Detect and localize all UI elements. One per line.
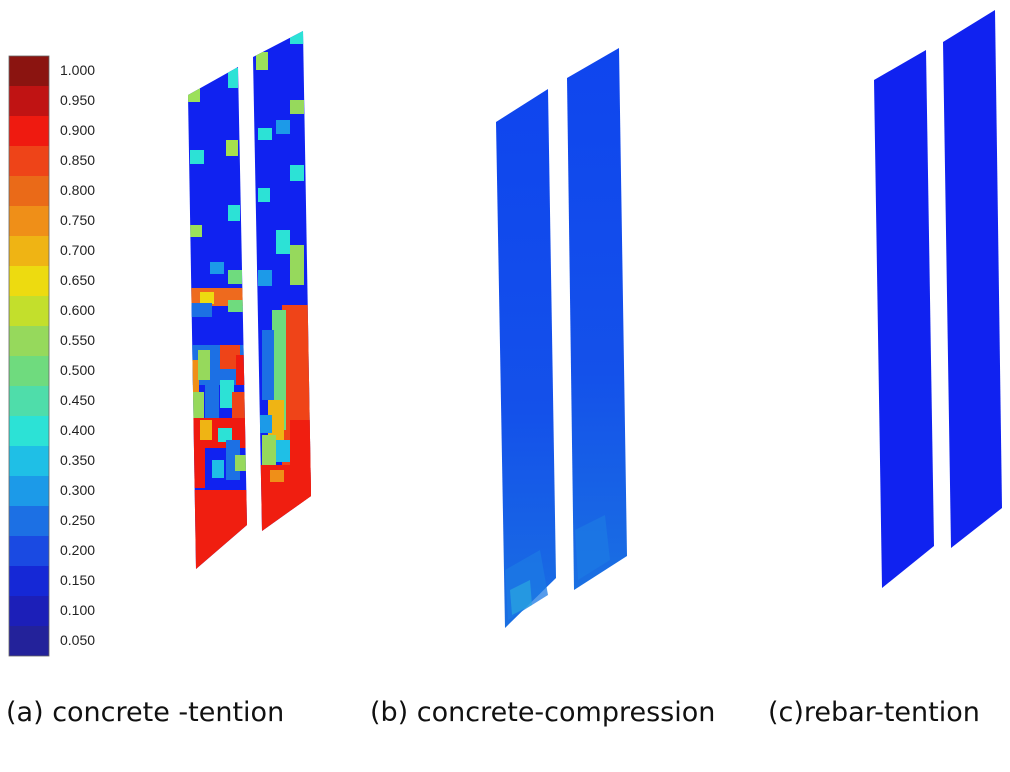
legend-swatch [9,596,49,626]
legend-tick-label: 0.350 [60,452,95,468]
legend-swatch [9,386,49,416]
legend-swatch [9,566,49,596]
caption-concrete-compression: (b) concrete-compression [370,697,716,728]
panel-a-wall-left [188,67,247,569]
caption-concrete-tension: (a) concrete -tention [6,697,285,728]
legend-tick-label: 0.250 [60,512,95,528]
legend-swatch [9,236,49,266]
panel-b-wall-right [567,48,627,590]
legend-swatch [9,356,49,386]
legend-tick-label: 0.100 [60,602,95,618]
legend-swatch [9,506,49,536]
legend-tick-label: 0.750 [60,212,95,228]
legend-tick-label: 0.150 [60,572,95,588]
legend-tick-label: 0.200 [60,542,95,558]
legend-swatch [9,116,49,146]
legend-labels: 1.000 0.950 0.900 0.850 0.800 0.750 0.700 0.650… [60,62,95,648]
legend-tick-label: 0.500 [60,362,95,378]
legend-tick-label: 0.900 [60,122,95,138]
legend-tick-label: 0.450 [60,392,95,408]
legend-swatch [9,176,49,206]
legend-swatch [9,536,49,566]
legend-swatch [9,416,49,446]
legend-tick-label: 0.600 [60,302,95,318]
legend-tick-label: 0.950 [60,92,95,108]
legend-tick-label: 0.300 [60,482,95,498]
legend-swatch [9,476,49,506]
legend-color-bar [8,55,50,657]
panel-c-wall-left [874,50,934,588]
legend-swatch [9,146,49,176]
legend-swatch [9,266,49,296]
legend-tick-label: 1.000 [60,62,95,78]
legend-tick-label: 0.050 [60,632,95,648]
legend-swatch [9,296,49,326]
legend-swatch [9,446,49,476]
legend-tick-label: 0.850 [60,152,95,168]
caption-rebar-tension: (c)rebar-tention [768,697,980,728]
legend-swatch [9,626,49,656]
panel-a-wall-right [253,31,311,531]
panel-c-wall-right [943,10,1002,548]
legend-tick-label: 0.400 [60,422,95,438]
legend-tick-label: 0.550 [60,332,95,348]
panel-b-wall-left [496,89,556,628]
legend-swatch [9,56,49,86]
legend-tick-label: 0.650 [60,272,95,288]
legend-tick-label: 0.800 [60,182,95,198]
legend-tick-label: 0.700 [60,242,95,258]
legend-swatch [9,206,49,236]
legend-outline [8,55,50,657]
legend-swatch [9,326,49,356]
legend-swatch [9,86,49,116]
